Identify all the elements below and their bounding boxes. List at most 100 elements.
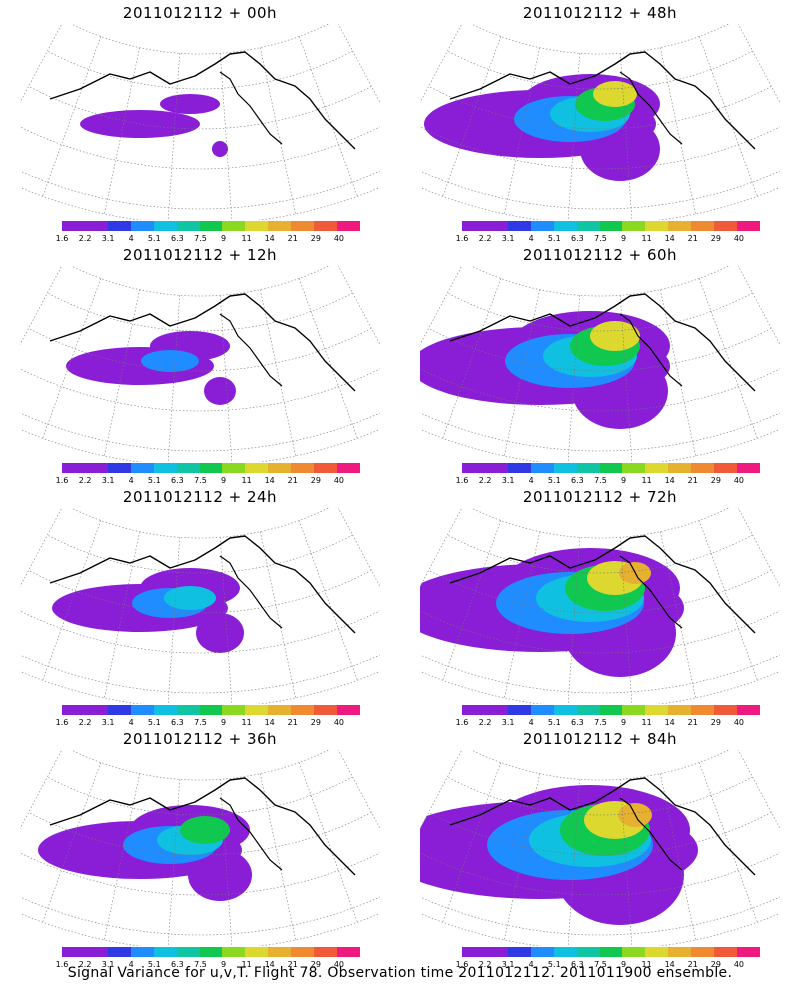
colorbar-label: 7.5 bbox=[594, 234, 607, 243]
colorbar-swatch bbox=[553, 705, 577, 715]
colorbar-swatch bbox=[599, 705, 623, 715]
colorbar-label: 21 bbox=[687, 718, 698, 727]
colorbar-label: 4 bbox=[528, 234, 534, 243]
colorbar-swatch bbox=[176, 705, 200, 715]
colorbar-swatch bbox=[530, 221, 554, 231]
forecast-panel: 2011012112 + 36h 1.6 2.2 3.1 4 5.1 6.3 7.5 9 11 14… bbox=[0, 726, 400, 969]
graticule bbox=[20, 36, 380, 220]
coastline bbox=[449, 293, 756, 392]
colorbar-swatch bbox=[576, 947, 600, 957]
colorbar-label: 5.1 bbox=[147, 718, 161, 727]
colorbar-label: 11 bbox=[641, 234, 652, 243]
colorbar-swatch bbox=[62, 463, 85, 473]
colorbar-swatch bbox=[291, 705, 315, 715]
colorbar-label: 9 bbox=[620, 234, 627, 243]
colorbar-swatch bbox=[553, 221, 577, 231]
colorbar-swatch bbox=[291, 947, 315, 957]
colorbar bbox=[462, 947, 760, 957]
colorbar-label: 9 bbox=[220, 718, 227, 727]
figure-caption: Signal Variance for u,v,T. Flight 78. Ob… bbox=[67, 965, 733, 981]
colorbar-label: 6.3 bbox=[571, 234, 584, 243]
colorbar-label: 11 bbox=[241, 718, 252, 727]
variance-field bbox=[38, 805, 252, 901]
colorbar-label: 7.5 bbox=[194, 234, 207, 243]
colorbar-swatch bbox=[199, 463, 223, 473]
colorbar-label: 29 bbox=[710, 718, 721, 727]
colorbar-swatch bbox=[691, 463, 715, 473]
colorbar-label: 6.3 bbox=[571, 960, 584, 969]
colorbar-swatch bbox=[507, 705, 531, 715]
colorbar-swatch bbox=[714, 705, 738, 715]
colorbar-swatch bbox=[691, 705, 715, 715]
colorbar-swatch bbox=[130, 947, 154, 957]
colorbar-swatch bbox=[668, 463, 692, 473]
colorbar-label: 5.1 bbox=[147, 960, 161, 969]
colorbar-labels: 1.6 2.2 3.1 4 5.1 6.3 7.5 9 11 14 21 29 40 bbox=[452, 718, 772, 728]
polar-map bbox=[420, 24, 780, 220]
colorbar-swatch bbox=[714, 463, 738, 473]
colorbar-label: 3.1 bbox=[101, 960, 115, 969]
graticule bbox=[420, 520, 780, 704]
colorbar-label: 1.6 bbox=[55, 960, 69, 969]
colorbar-label: 40 bbox=[333, 476, 345, 485]
polar-map bbox=[420, 266, 780, 462]
coastline bbox=[219, 797, 283, 871]
colorbar-label: 11 bbox=[641, 718, 652, 727]
colorbar-label: 2.2 bbox=[78, 476, 92, 485]
colorbar-label: 11 bbox=[641, 476, 652, 485]
colorbar-label: 29 bbox=[710, 476, 721, 485]
colorbar-label: 2.2 bbox=[478, 476, 492, 485]
colorbar-label: 21 bbox=[287, 476, 298, 485]
colorbar-swatch bbox=[462, 463, 485, 473]
colorbar-swatch bbox=[645, 221, 669, 231]
colorbar-swatch bbox=[245, 705, 269, 715]
graticule bbox=[420, 36, 780, 220]
colorbar-swatch bbox=[530, 947, 554, 957]
colorbar-swatch bbox=[176, 947, 200, 957]
colorbar-swatch bbox=[484, 221, 508, 231]
colorbar-label: 1.6 bbox=[455, 718, 469, 727]
colorbar-label: 40 bbox=[333, 234, 345, 243]
coastline bbox=[449, 535, 756, 634]
colorbar-swatch bbox=[199, 705, 223, 715]
coastline bbox=[49, 777, 356, 876]
colorbar-label: 6.3 bbox=[571, 476, 584, 485]
colorbar-label: 21 bbox=[287, 718, 298, 727]
panel-title: 2011012112 + 60h bbox=[522, 246, 678, 264]
colorbar-label: 29 bbox=[710, 234, 721, 243]
colorbar-swatch bbox=[691, 221, 715, 231]
colorbar-swatch bbox=[622, 705, 646, 715]
colorbar-swatch bbox=[107, 221, 131, 231]
panel-title: 2011012112 + 36h bbox=[122, 730, 278, 748]
panel-title: 2011012112 + 84h bbox=[522, 730, 678, 748]
colorbar-swatch bbox=[199, 221, 223, 231]
colorbar-swatch bbox=[245, 221, 269, 231]
colorbar-labels: 1.6 2.2 3.1 4 5.1 6.3 7.5 9 11 14 21 29 40 bbox=[52, 718, 372, 728]
colorbar-swatch bbox=[484, 463, 508, 473]
colorbar-label: 14 bbox=[664, 960, 675, 969]
polar-map bbox=[20, 24, 380, 220]
colorbar-swatch bbox=[668, 221, 692, 231]
colorbar-label: 3.1 bbox=[501, 718, 515, 727]
colorbar-swatch bbox=[268, 947, 292, 957]
colorbar-label: 3.1 bbox=[101, 718, 115, 727]
colorbar-labels: 1.6 2.2 3.1 4 5.1 6.3 7.5 9 11 14 21 29 40 bbox=[52, 476, 372, 486]
variance-field bbox=[420, 548, 684, 677]
colorbar-swatch bbox=[462, 221, 485, 231]
polar-map bbox=[420, 508, 780, 704]
colorbar-label: 1.6 bbox=[55, 476, 69, 485]
colorbar-swatch bbox=[737, 947, 760, 957]
colorbar-label: 29 bbox=[710, 960, 721, 969]
graticule bbox=[20, 762, 380, 946]
colorbar-swatch bbox=[62, 221, 85, 231]
colorbar-label: 14 bbox=[264, 718, 275, 727]
variance-field bbox=[420, 311, 670, 429]
colorbar-swatch bbox=[84, 705, 108, 715]
colorbar-swatch bbox=[107, 463, 131, 473]
colorbar-swatch bbox=[622, 947, 646, 957]
colorbar-swatch bbox=[484, 705, 508, 715]
colorbar-swatch bbox=[62, 947, 85, 957]
graticule bbox=[20, 520, 380, 704]
colorbar-swatch bbox=[599, 221, 623, 231]
colorbar-swatch bbox=[599, 463, 623, 473]
